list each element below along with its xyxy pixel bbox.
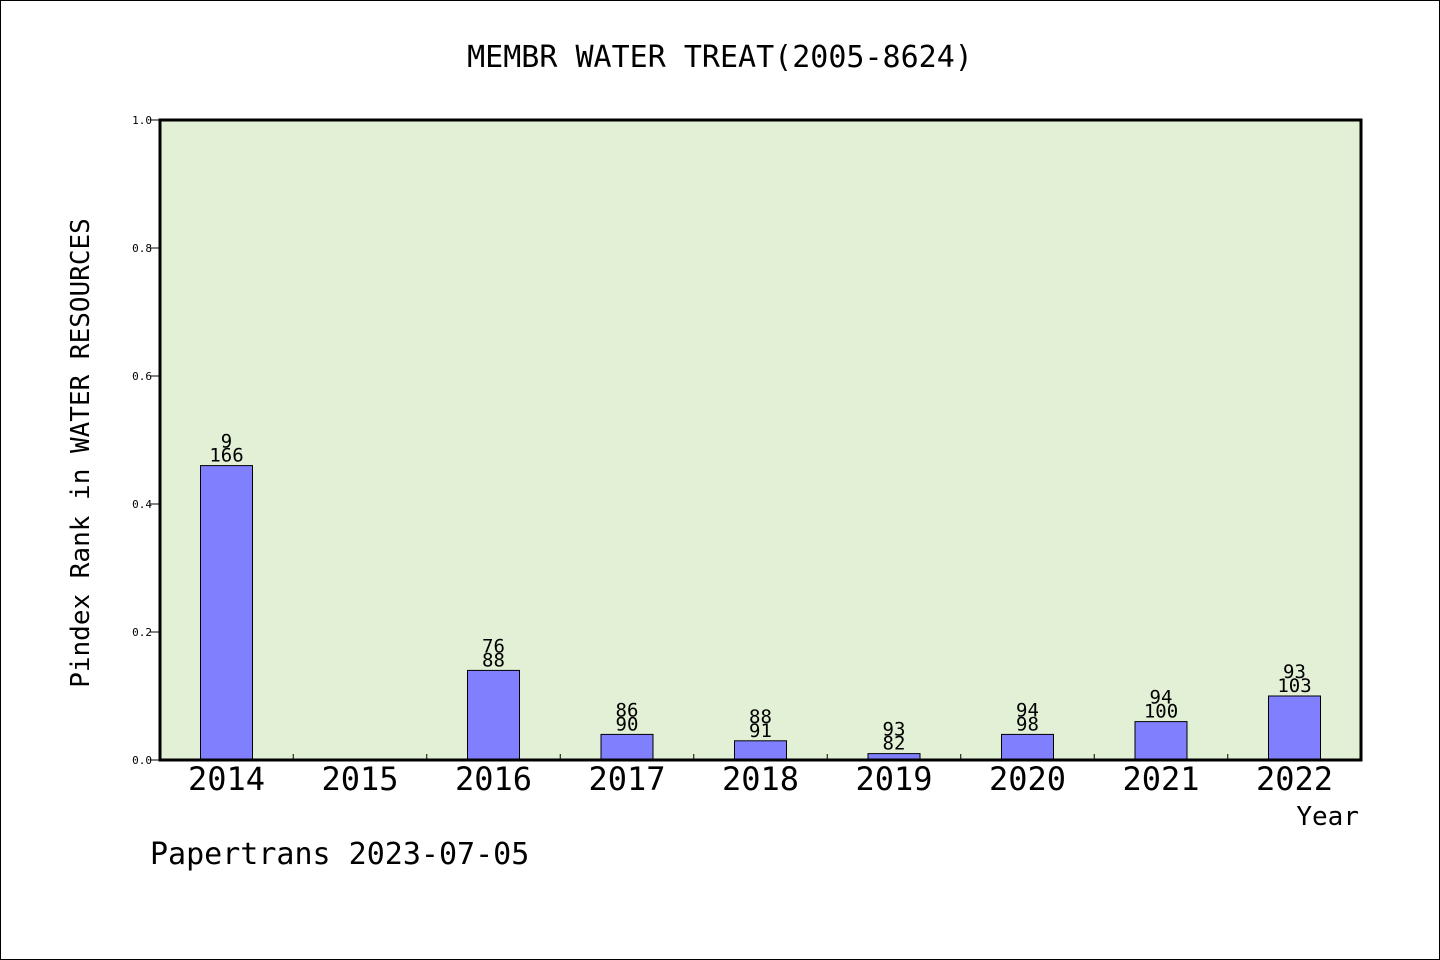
bar-label-top: 93 [883, 719, 906, 741]
bar-label-bottom: 98 [1016, 713, 1039, 735]
y-tick-label: 0.2 [132, 626, 152, 639]
x-tick-label: 2022 [1256, 760, 1333, 798]
bar-label-bottom: 82 [883, 733, 906, 755]
footer-credit: Papertrans 2023-07-05 [150, 837, 529, 872]
bar-label-top: 76 [482, 635, 505, 657]
bar-label-top: 9 [221, 431, 232, 453]
x-tick-label: 2016 [455, 760, 532, 798]
x-tick-label: 2019 [855, 760, 932, 798]
bar-label-bottom: 166 [209, 445, 243, 467]
bar-label-top: 86 [616, 699, 639, 721]
x-tick-label: 2018 [722, 760, 799, 798]
bar-label-bottom: 88 [482, 649, 505, 671]
bar-label-top: 94 [1150, 687, 1173, 709]
x-axis-ticks: 2014 2015 2016 2017 2018 2019 2020 2021 2022 [188, 754, 1333, 798]
x-tick-label: 2014 [188, 760, 265, 798]
x-tick-label: 2021 [1122, 760, 1199, 798]
bar-label-bottom: 90 [616, 713, 639, 735]
chart-title: MEMBR WATER TREAT(2005-8624) [467, 40, 973, 75]
bar [1134, 721, 1188, 761]
y-tick-label: 1.0 [132, 114, 152, 127]
x-tick-label: 2017 [588, 760, 665, 798]
bar-label-bottom: 91 [749, 720, 772, 742]
bar-label-bottom: 103 [1277, 675, 1311, 697]
bar [1001, 733, 1054, 761]
x-tick-label: 2020 [989, 760, 1066, 798]
y-axis-label: Pindex Rank in WATER RESOURCES [66, 218, 96, 688]
bar [734, 740, 787, 761]
plot-area [160, 120, 1361, 760]
x-tick-label: 2015 [321, 760, 398, 798]
bar-label-bottom: 100 [1144, 701, 1178, 723]
plot-border [158, 118, 1363, 762]
bar-label-top: 93 [1283, 661, 1306, 683]
x-axis-label: Year [1296, 802, 1359, 832]
y-tick-label: 0.0 [132, 754, 152, 767]
bar-label-top: 94 [1016, 699, 1039, 721]
bar [600, 733, 654, 761]
bar-label-top: 88 [749, 706, 772, 728]
bar [467, 669, 520, 761]
y-tick-label: 0.6 [132, 370, 152, 383]
bar [200, 465, 253, 761]
bar [1268, 695, 1321, 761]
y-tick-label: 0.8 [132, 242, 152, 255]
y-tick-label: 0.4 [132, 498, 152, 511]
y-axis-ticks: 0.0 0.2 0.4 0.6 0.8 1.0 [132, 114, 160, 767]
